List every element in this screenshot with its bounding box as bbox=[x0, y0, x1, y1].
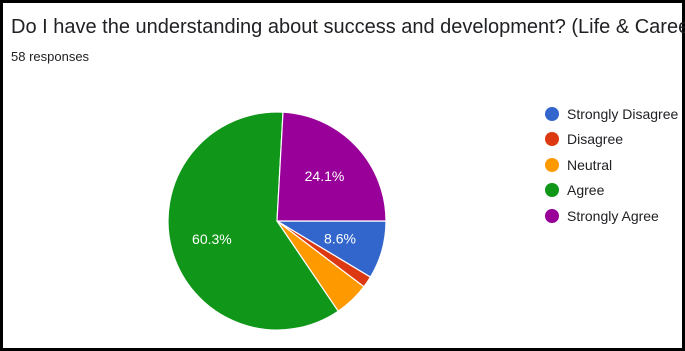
legend-label: Strongly Agree bbox=[567, 208, 659, 224]
legend-label: Strongly Disagree bbox=[567, 106, 678, 122]
legend-item-strongly-disagree[interactable]: Strongly Disagree bbox=[545, 101, 678, 127]
legend-item-strongly-agree[interactable]: Strongly Agree bbox=[545, 203, 678, 229]
legend-swatch bbox=[545, 209, 559, 223]
pie-data-label: 24.1% bbox=[305, 168, 345, 184]
legend-label: Agree bbox=[567, 182, 604, 198]
legend: Strongly Disagree Disagree Neutral Agree… bbox=[545, 101, 678, 229]
legend-swatch bbox=[545, 183, 559, 197]
pie-data-label: 8.6% bbox=[324, 231, 356, 247]
legend-item-agree[interactable]: Agree bbox=[545, 178, 678, 204]
legend-item-disagree[interactable]: Disagree bbox=[545, 127, 678, 153]
pie-data-label: 60.3% bbox=[192, 231, 232, 247]
legend-swatch bbox=[545, 158, 559, 172]
legend-item-neutral[interactable]: Neutral bbox=[545, 152, 678, 178]
legend-swatch bbox=[545, 132, 559, 146]
legend-label: Disagree bbox=[567, 131, 623, 147]
pie-slice-strongly-agree[interactable] bbox=[277, 112, 386, 221]
legend-swatch bbox=[545, 107, 559, 121]
legend-label: Neutral bbox=[567, 157, 612, 173]
